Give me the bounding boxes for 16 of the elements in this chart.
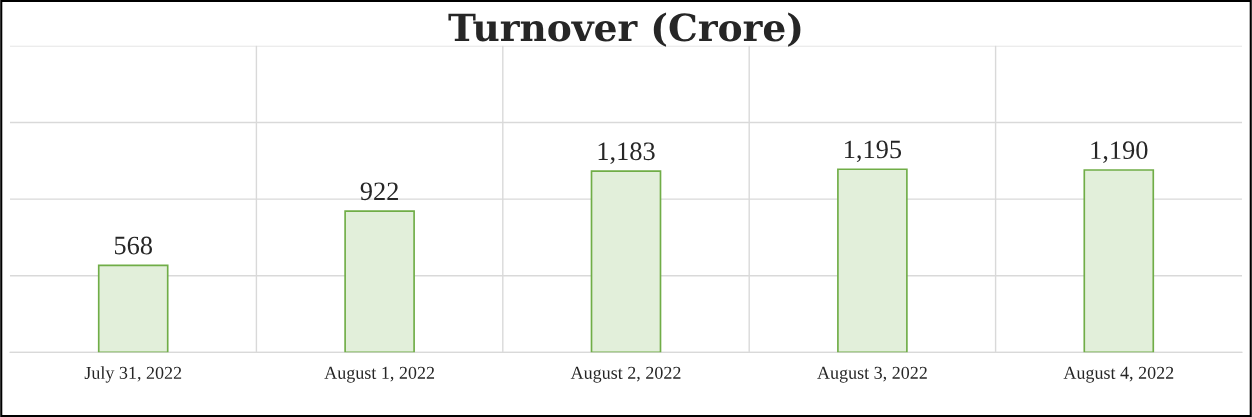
data-label: 922: [360, 182, 398, 201]
data-label: 1,190: [1091, 141, 1148, 163]
data-label: 1,183: [598, 142, 655, 164]
data-label: 1,195: [845, 140, 902, 163]
x-tick-label: August 1, 2022: [324, 366, 435, 383]
data-label: 568: [114, 236, 152, 255]
bar: [590, 170, 662, 353]
bar: [837, 168, 908, 353]
x-tick-label: August 2, 2022: [570, 366, 681, 383]
x-tick-label: August 4, 2022: [1063, 366, 1174, 383]
bar: [97, 264, 169, 353]
bar: [1083, 169, 1155, 353]
x-tick-label: August 3, 2022: [817, 366, 927, 383]
bar: [344, 210, 415, 353]
chart-title: Turnover (Crore): [448, 12, 801, 47]
x-tick-label: July 31, 2022: [84, 366, 182, 383]
